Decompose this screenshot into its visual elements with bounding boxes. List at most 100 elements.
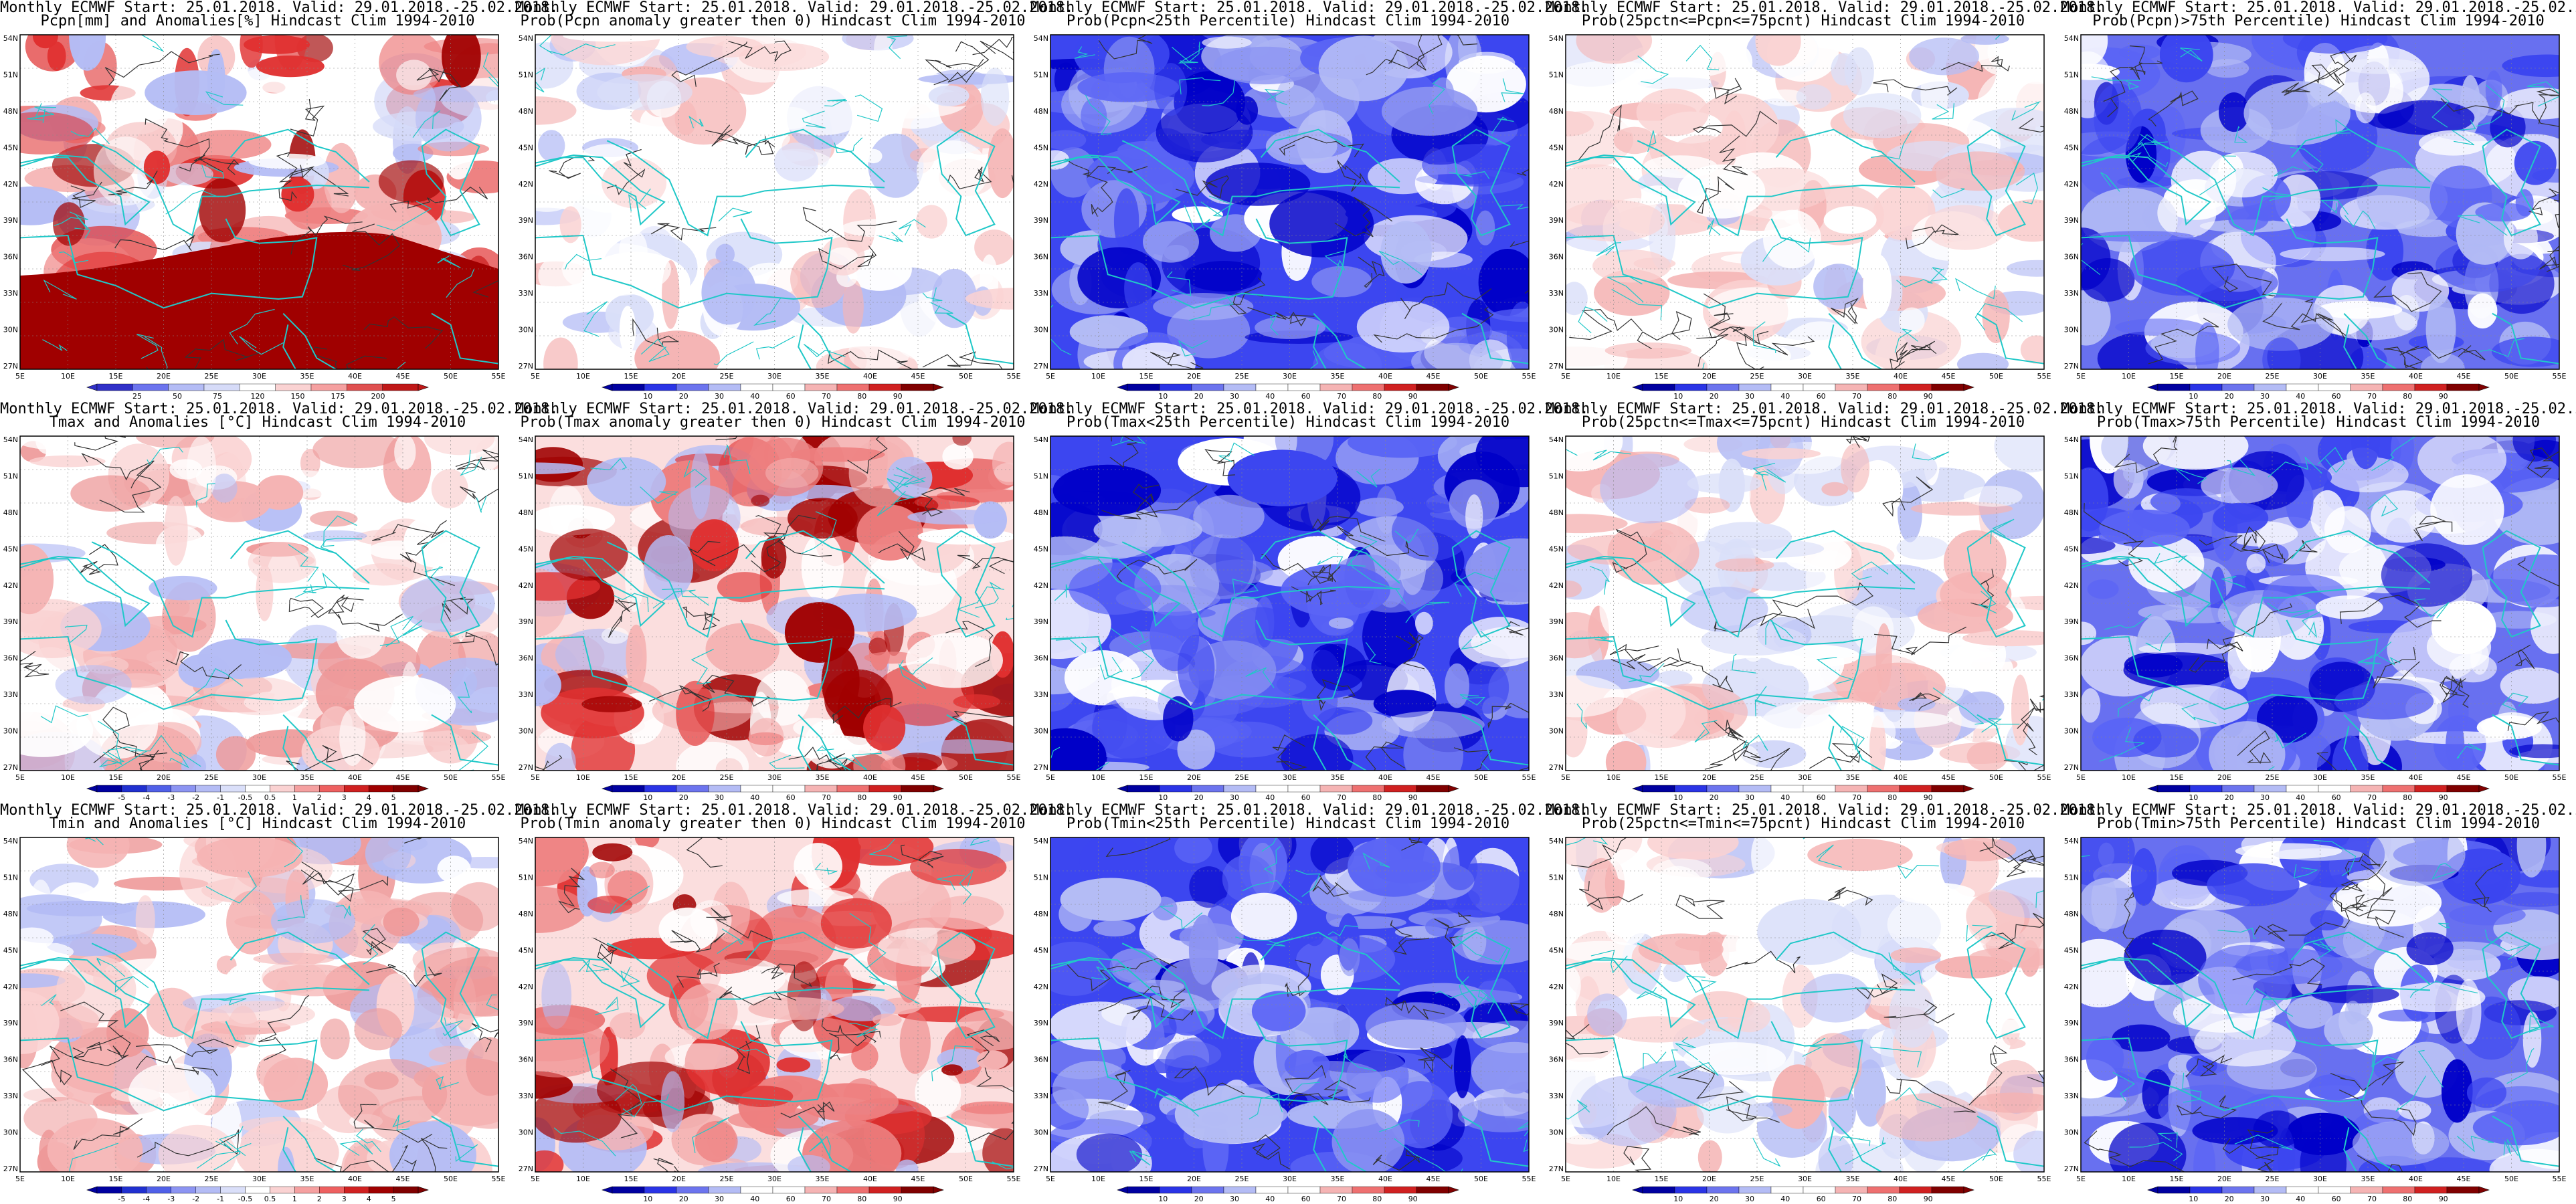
country-border: [288, 544, 319, 582]
shade-patch: [690, 900, 732, 940]
shade-patch: [248, 153, 326, 169]
country-border: [2274, 732, 2307, 748]
shade-patch: [535, 886, 587, 933]
colorbar-segment: [644, 1186, 677, 1194]
colorbar-segment: [1223, 785, 1257, 793]
shade-patch: [751, 494, 770, 507]
coastline: [798, 128, 1014, 369]
shade-patch: [717, 572, 773, 603]
shade-patch: [2332, 735, 2369, 771]
shade-patch: [701, 260, 757, 325]
contour-line: [2413, 515, 2453, 542]
shade-patch: [1124, 262, 1152, 315]
contour-line: [404, 1138, 448, 1172]
country-border: [1803, 837, 1806, 839]
colorbar-label: 80: [1888, 793, 1897, 802]
lon-tick-label: 5E: [531, 372, 540, 381]
colorbar-label: 40: [750, 392, 759, 401]
colorbar-segment: [1223, 1186, 1257, 1194]
country-border: [2312, 941, 2336, 960]
shade-patch: [1284, 1049, 1330, 1080]
country-border: [1596, 242, 1622, 257]
country-border: [2526, 81, 2559, 107]
shade-patch: [538, 130, 565, 162]
contour-line: [650, 223, 717, 241]
shade-patch: [278, 1146, 295, 1172]
shade-patch: [2081, 467, 2109, 532]
lat-tick-label: 42N: [2064, 180, 2079, 189]
colorbar-segment: [1835, 383, 1868, 391]
shade-patch: [20, 927, 54, 950]
lon-tick-label: 50E: [444, 773, 458, 782]
shaded-field: [2081, 35, 2559, 369]
contour-line: [1609, 643, 1659, 670]
contour-line: [399, 533, 455, 587]
contour-line: [2084, 1130, 2185, 1172]
contour-line: [416, 68, 462, 102]
lat-tick-label: 48N: [519, 508, 533, 517]
lon-tick-label: 40E: [2409, 372, 2423, 381]
lat-tick-label: 45N: [2064, 946, 2079, 955]
shade-patch: [2446, 719, 2465, 771]
contour-line: [821, 1018, 877, 1047]
shade-patch: [20, 973, 66, 988]
contour-line: [81, 452, 155, 489]
country-border: [1202, 80, 1236, 106]
country-border: [457, 682, 472, 714]
colorbar-label: 60: [1817, 392, 1826, 401]
lat-tick-label: 54N: [519, 837, 533, 845]
lat-tick-label: 54N: [1034, 837, 1048, 845]
colorbar-segment: [772, 383, 806, 391]
colorbar-segment: [1867, 1186, 1900, 1194]
lon-tick-label: 40E: [1894, 773, 1908, 782]
country-border: [535, 67, 546, 93]
country-border: [2431, 862, 2456, 880]
colorbar-label: 10: [643, 1195, 652, 1203]
country-border: [1590, 949, 1628, 974]
country-border: [141, 35, 164, 52]
coastline: [1050, 154, 1181, 226]
shade-patch: [695, 1120, 738, 1163]
contour-line: [389, 187, 488, 213]
contour-line: [558, 868, 585, 914]
coastline: [2290, 931, 2431, 985]
country-border: [136, 334, 159, 359]
lat-tick-label: 45N: [1549, 946, 1564, 955]
colorbar-segment: [270, 785, 295, 793]
shade-patch: [2108, 1122, 2187, 1172]
contour-line: [1098, 985, 1186, 1012]
contour-line: [1809, 743, 1873, 769]
shade-patch: [1684, 497, 1730, 514]
contour-line: [2237, 730, 2272, 764]
colorbar-label: 90: [1408, 793, 1418, 802]
country-border: [895, 467, 926, 486]
contour-line: [818, 245, 877, 270]
map-panel: Monthly ECMWF Start: 25.01.2018. Valid: …: [1030, 803, 1588, 1204]
shade-patch: [1897, 697, 1936, 712]
country-border: [959, 870, 974, 905]
country-border: [893, 474, 915, 493]
lon-tick-label: 45E: [2457, 1175, 2471, 1183]
map-frame: [1050, 435, 1530, 771]
shade-patch: [1189, 866, 1228, 908]
colorbar-segment: [1352, 383, 1385, 391]
lat-tick-label: 27N: [1034, 763, 1048, 772]
coastline: [1566, 555, 1696, 627]
contour-line: [878, 530, 925, 561]
lon-tick-label: 20E: [157, 1175, 171, 1183]
country-border: [753, 297, 781, 326]
country-border: [1752, 1137, 1781, 1167]
colorbar-segment: [676, 785, 709, 793]
colorbar-segment: [393, 785, 419, 793]
shade-patch: [562, 243, 671, 296]
shade-patch: [1761, 701, 1861, 744]
colorbar: 10 20 30 40 60 70 80 90: [602, 1186, 944, 1203]
map-frame: [19, 34, 499, 370]
shade-patch: [1610, 849, 1642, 881]
colorbar: -5 -4 -3 -2 -1 -0.5 0.5 1 2 3 4 5: [86, 1186, 429, 1203]
shade-patch: [1602, 894, 1649, 946]
contour-line: [1571, 837, 1627, 868]
shade-patch: [2094, 83, 2142, 155]
panel-title-line1: Monthly ECMWF Start: 25.01.2018. Valid: …: [2061, 0, 2576, 16]
colorbar: 10 20 30 40 60 70 80 90: [1117, 383, 1459, 401]
